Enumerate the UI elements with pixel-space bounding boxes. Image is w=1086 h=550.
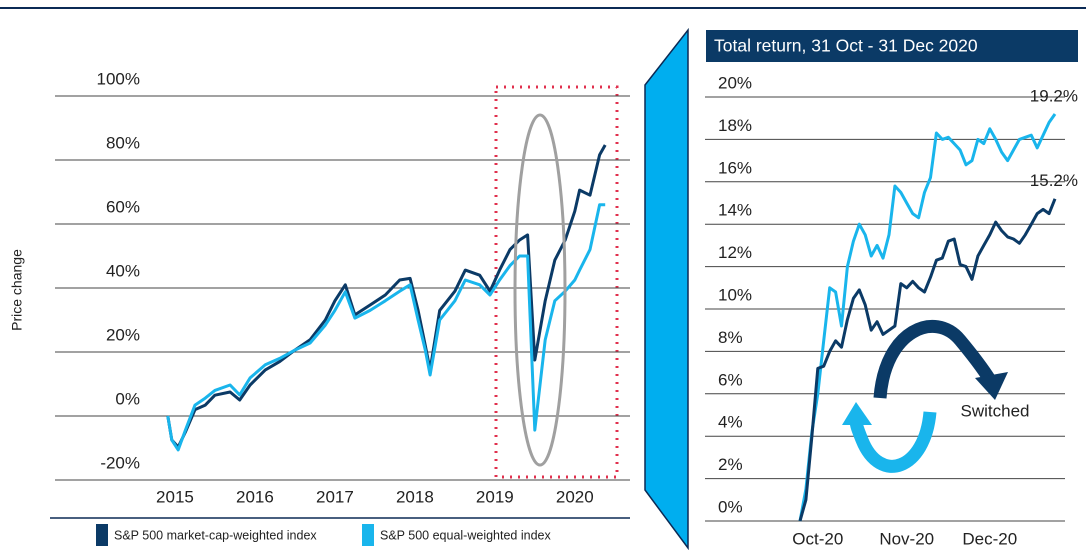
switch-arrow-dark <box>873 319 996 399</box>
y-tick-label: 14% <box>718 201 752 220</box>
y-tick-label: 16% <box>718 158 752 177</box>
y-tick-label: 6% <box>718 370 743 389</box>
x-tick-label: 2017 <box>316 487 354 506</box>
series-line <box>166 144 607 449</box>
x-tick-label: 2019 <box>476 487 514 506</box>
x-tick-label: 2015 <box>156 487 194 506</box>
data-label: 15.2% <box>1030 171 1078 190</box>
title-box <box>706 30 1078 62</box>
data-label: 19.2% <box>1030 86 1078 105</box>
y-tick-label: 0% <box>115 389 140 408</box>
y-tick-label: 0% <box>718 497 743 516</box>
y-tick-label: -20% <box>100 453 140 472</box>
y-tick-label: 80% <box>106 133 140 152</box>
y-tick-label: 12% <box>718 243 752 262</box>
y-tick-label: 20% <box>106 325 140 344</box>
legend-swatch <box>362 524 374 546</box>
series-line <box>798 113 1057 522</box>
crash-ellipse <box>513 113 567 467</box>
y-tick-label: 18% <box>718 116 752 135</box>
x-tick-label: 2018 <box>396 487 434 506</box>
series-line <box>166 203 606 452</box>
y-tick-label: 100% <box>97 69 140 88</box>
series-line <box>798 198 1057 522</box>
switch-arrow-light <box>849 411 937 473</box>
y-tick-label: 40% <box>106 261 140 280</box>
y-axis-label: Price change <box>9 249 25 331</box>
zoom-connector <box>644 27 689 550</box>
y-tick-label: 10% <box>718 285 752 304</box>
y-tick-label: 2% <box>718 455 743 474</box>
y-tick-label: 4% <box>718 413 743 432</box>
chart-title: Total return, 31 Oct - 31 Dec 2020 <box>714 36 978 56</box>
switch-arrowhead-dark <box>975 372 1008 400</box>
legend-swatch <box>96 524 108 546</box>
x-tick-label: 2016 <box>236 487 274 506</box>
x-tick-label: Dec-20 <box>962 529 1017 548</box>
x-tick-label: Nov-20 <box>879 529 934 548</box>
x-tick-label: Oct-20 <box>792 529 843 548</box>
legend-label: S&P 500 market-cap-weighted index <box>114 528 317 542</box>
y-tick-label: 60% <box>106 197 140 216</box>
annotation: Switched <box>961 401 1030 420</box>
x-tick-label: 2020 <box>556 487 594 506</box>
y-tick-label: 20% <box>718 73 752 92</box>
y-tick-label: 8% <box>718 328 743 347</box>
legend-label: S&P 500 equal-weighted index <box>380 528 551 542</box>
switch-arrowhead-light <box>842 402 872 425</box>
